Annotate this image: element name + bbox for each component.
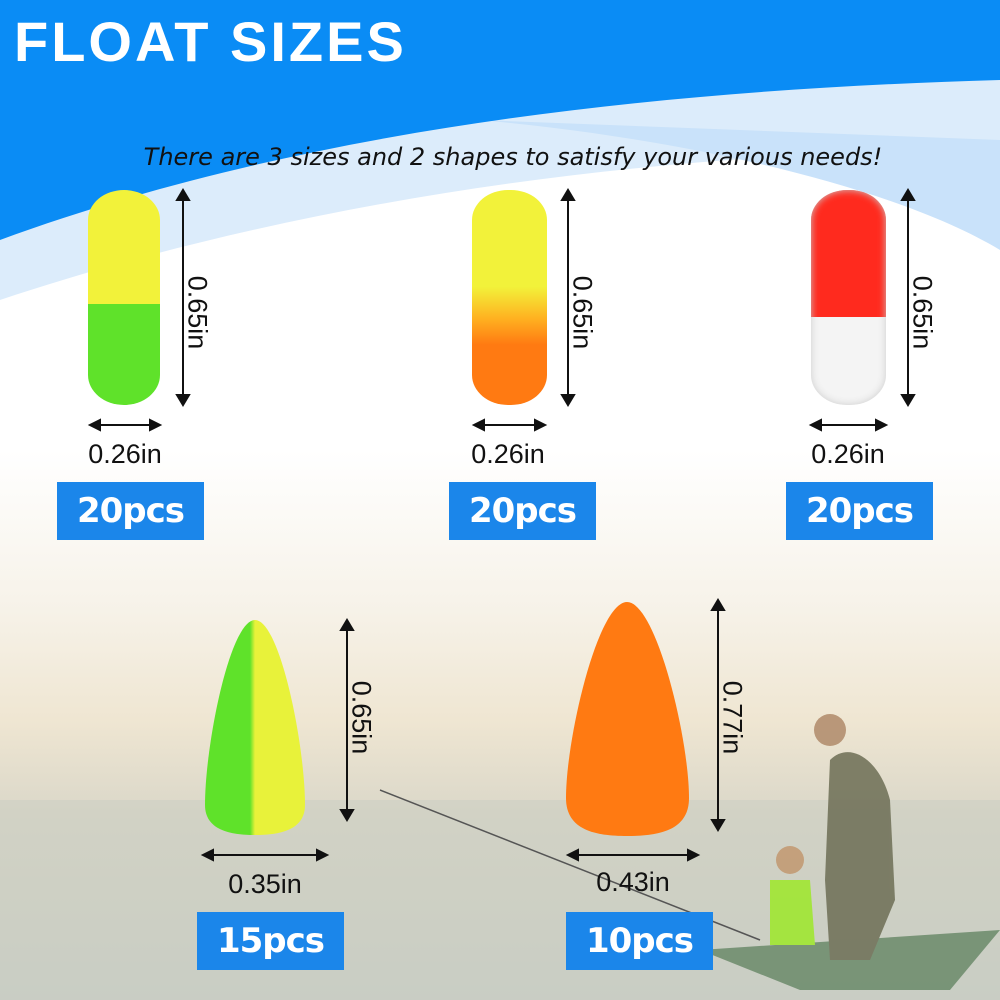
fisherman-figure	[700, 714, 1000, 990]
subtitle: There are 3 sizes and 2 shapes to satisf…	[143, 143, 883, 171]
header-banner	[0, 0, 1000, 300]
count-badge: 15pcs	[197, 912, 344, 970]
bullet-float-green-yellow	[205, 620, 305, 835]
capsule-float-yellow-orange	[472, 190, 547, 405]
count-badge: 20pcs	[449, 482, 596, 540]
capsule-float-red-white	[811, 190, 886, 405]
width-label: 0.43in	[596, 867, 670, 897]
width-label: 0.26in	[811, 439, 885, 469]
bullet-float-orange	[566, 602, 689, 836]
height-label: 0.65in	[907, 275, 938, 350]
count-badge: 20pcs	[57, 482, 204, 540]
height-label: 0.77in	[717, 680, 748, 755]
count-badge: 10pcs	[566, 912, 713, 970]
width-label: 0.26in	[471, 439, 545, 469]
capsule-float-yellow-green	[88, 190, 160, 405]
width-label: 0.26in	[88, 439, 162, 469]
height-label: 0.65in	[567, 275, 598, 350]
page-title: FLOAT SIZES	[14, 10, 407, 73]
width-label: 0.35in	[228, 869, 302, 899]
height-label: 0.65in	[182, 275, 213, 350]
height-label: 0.65in	[346, 680, 377, 755]
count-badge: 20pcs	[786, 482, 933, 540]
